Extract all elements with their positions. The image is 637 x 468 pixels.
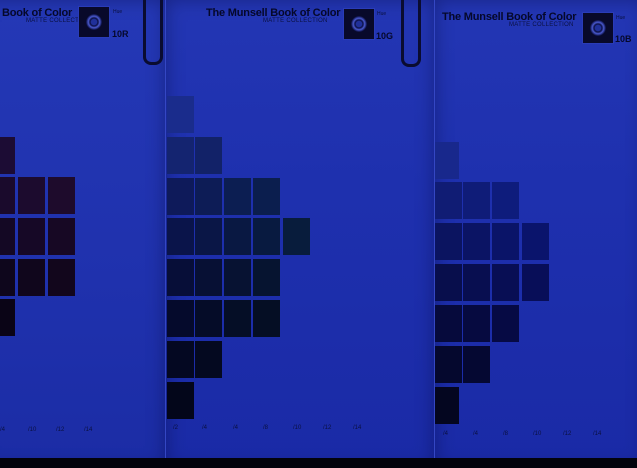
color-chip [224, 259, 251, 296]
color-chip [195, 218, 222, 255]
color-chip [463, 346, 490, 383]
color-chip [195, 259, 222, 296]
page-subtitle: MATTE COLLECTION [263, 18, 328, 24]
color-chip [167, 259, 194, 296]
color-chip [224, 300, 251, 337]
color-chip [0, 218, 15, 255]
color-chip [18, 177, 45, 214]
color-chip [167, 300, 194, 337]
hue-label: Hue [113, 9, 123, 15]
munsell-logo-icon [582, 12, 614, 44]
chroma-tick: /2 [173, 425, 179, 431]
chroma-tick: /4 [443, 431, 449, 437]
color-chip [492, 264, 519, 301]
color-chip [195, 137, 222, 174]
color-chip [224, 218, 251, 255]
color-chip [435, 223, 462, 260]
color-chip [492, 223, 519, 260]
color-chip [0, 177, 15, 214]
color-chip [195, 300, 222, 337]
color-chip [18, 218, 45, 255]
color-chip [522, 223, 549, 260]
munsell-page-10g: The Munsell Book of Color MATTE COLLECTI… [165, 0, 434, 468]
chroma-tick: /4 [473, 431, 479, 437]
color-chip [253, 178, 280, 215]
color-chip [253, 300, 280, 337]
color-chip [435, 182, 462, 219]
color-chip [167, 218, 194, 255]
hue-code: 10G [376, 31, 394, 41]
color-chip [435, 264, 462, 301]
dark-foreground-edge [0, 458, 637, 468]
color-chip [0, 259, 15, 296]
color-chip [435, 387, 459, 424]
hue-code: 10R [112, 29, 129, 39]
color-chip [18, 259, 45, 296]
hue-label: Hue [616, 15, 626, 21]
chroma-tick: /14 [593, 431, 602, 437]
color-chip [167, 341, 194, 378]
munsell-page-10r: Book of Color MATTE COLLECTION Hue 10R /… [0, 0, 165, 468]
chroma-tick: /12 [323, 425, 332, 431]
binder-clip-icon [401, 0, 421, 67]
color-chip [48, 218, 75, 255]
color-chip [463, 223, 490, 260]
hue-label: Hue [377, 11, 387, 17]
page-subtitle: MATTE COLLECTION [26, 18, 91, 24]
color-chip [435, 142, 459, 179]
color-chip [195, 341, 222, 378]
color-chip [435, 346, 462, 383]
color-chip [253, 218, 280, 255]
color-chip [195, 178, 222, 215]
chroma-tick: /14 [84, 427, 93, 433]
page-title: The Munsell Book of Color [442, 11, 577, 23]
binder-clip-icon [143, 0, 163, 65]
chroma-tick: /10 [533, 431, 542, 437]
color-chip [0, 299, 15, 336]
chroma-tick: /12 [56, 427, 65, 433]
color-chip [492, 182, 519, 219]
page-title: The Munsell Book of Color [206, 7, 341, 19]
color-chip [224, 178, 251, 215]
color-chip [492, 305, 519, 342]
color-chip [0, 137, 15, 174]
color-chip [435, 305, 462, 342]
color-chip [253, 259, 280, 296]
munsell-logo-icon [78, 6, 110, 38]
chroma-tick: /14 [353, 425, 362, 431]
color-chip [167, 96, 194, 133]
color-chip [463, 182, 490, 219]
color-chip [522, 264, 549, 301]
chroma-tick: /4 [233, 425, 239, 431]
chroma-tick: /12 [563, 431, 572, 437]
color-chip [283, 218, 310, 255]
color-chip [463, 305, 490, 342]
color-chip [167, 382, 194, 419]
munsell-logo-icon [343, 8, 375, 40]
chroma-tick: /10 [28, 427, 37, 433]
chroma-tick: /8 [503, 431, 509, 437]
chroma-tick: /10 [293, 425, 302, 431]
color-chip [463, 264, 490, 301]
hue-code: 10B [615, 34, 632, 44]
color-chip [167, 178, 194, 215]
page-title: Book of Color [2, 7, 73, 19]
chroma-tick: /4 [202, 425, 208, 431]
page-subtitle: MATTE COLLECTION [509, 22, 574, 28]
color-chip [48, 177, 75, 214]
color-chip [167, 137, 194, 174]
munsell-page-10b: The Munsell Book of Color MATTE COLLECTI… [434, 0, 637, 468]
color-chip [48, 259, 75, 296]
chroma-tick: /8 [263, 425, 269, 431]
chroma-tick: /4 [0, 427, 6, 433]
